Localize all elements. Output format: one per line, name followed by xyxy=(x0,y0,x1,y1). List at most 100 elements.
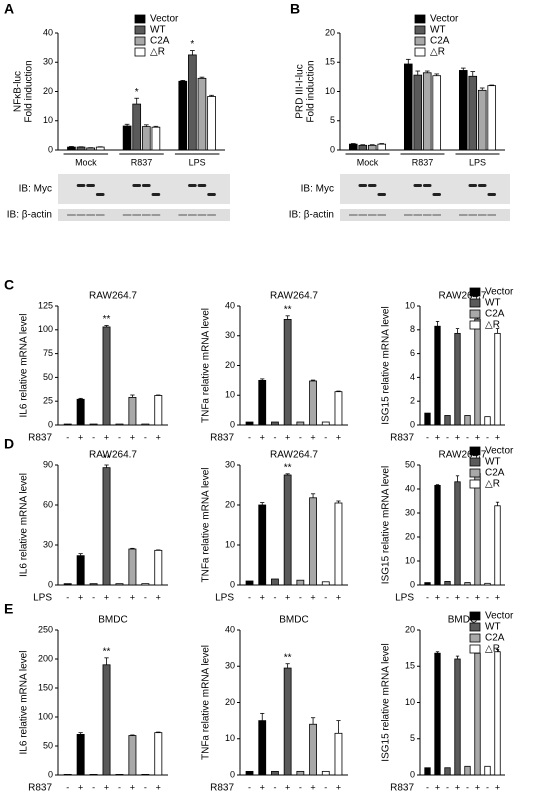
bar xyxy=(197,77,207,151)
bar xyxy=(102,467,111,586)
y-tick-label: 5 xyxy=(330,115,335,125)
bar xyxy=(413,74,423,151)
blot-band xyxy=(95,214,105,216)
x-tick-label: + xyxy=(285,592,290,602)
legend-swatch xyxy=(134,14,146,24)
y-tick-label: 30 xyxy=(405,507,415,517)
bar xyxy=(321,421,330,426)
legend-swatch xyxy=(469,611,481,621)
x-tick-label: + xyxy=(495,782,500,792)
legend-swatch xyxy=(469,633,481,643)
y-axis-label: Fold induction xyxy=(24,60,35,122)
x-tick-label: - xyxy=(273,782,276,792)
x-tick-label: - xyxy=(273,432,276,442)
chart-title: RAW264.7 xyxy=(439,291,487,302)
y-axis-label: ISG15 relative mRNA level xyxy=(381,643,392,761)
annotation: ** xyxy=(284,462,292,473)
bar xyxy=(424,767,431,776)
y-tick-label: 10 xyxy=(405,300,415,310)
bar xyxy=(128,735,137,776)
bar xyxy=(474,472,481,586)
x-tick-label: - xyxy=(118,592,121,602)
blot-band xyxy=(141,184,151,187)
x-tick-label: LPS xyxy=(189,157,206,167)
y-tick-label: 40 xyxy=(405,483,415,493)
x-tick-label: + xyxy=(130,592,135,602)
chart-title: BMDC xyxy=(279,615,308,626)
y-axis-label: TNFa relative mRNA level xyxy=(201,467,212,582)
panel-label: A xyxy=(4,1,14,17)
y-tick-label: 4 xyxy=(410,372,415,382)
legend-swatch xyxy=(469,622,481,632)
bar xyxy=(154,395,163,426)
y-tick-label: 100 xyxy=(38,711,53,721)
condition-label: R837 xyxy=(28,783,52,794)
blot-band xyxy=(477,184,487,187)
bar xyxy=(494,505,501,586)
bar xyxy=(309,497,317,586)
blot-band xyxy=(132,214,142,216)
blot-band xyxy=(487,193,496,196)
legend-label: △R xyxy=(150,47,165,58)
x-tick-label: + xyxy=(336,432,341,442)
bar xyxy=(151,126,161,151)
blot-band xyxy=(349,214,358,216)
y-tick-label: 10 xyxy=(43,115,53,125)
x-tick-label: + xyxy=(435,782,440,792)
legend-swatch xyxy=(469,320,481,330)
blot-band xyxy=(367,214,377,216)
condition-label: R837 xyxy=(390,783,414,794)
bar xyxy=(258,504,267,586)
bar xyxy=(348,143,358,151)
y-tick-label: 10 xyxy=(405,555,415,565)
blot-band xyxy=(95,193,105,196)
x-tick-label: + xyxy=(495,432,500,442)
bar xyxy=(464,765,471,776)
bar xyxy=(258,720,267,776)
bar xyxy=(128,396,137,426)
bar xyxy=(444,767,451,776)
bar xyxy=(334,391,343,426)
chart-title: RAW264.7 xyxy=(439,450,487,461)
bar xyxy=(63,774,72,776)
x-tick-label: + xyxy=(130,782,135,792)
bar xyxy=(309,380,317,426)
panel-label: B xyxy=(290,1,300,17)
bar xyxy=(128,548,137,586)
bar xyxy=(444,415,451,426)
x-tick-label: + xyxy=(78,432,83,442)
x-tick-label: - xyxy=(486,592,489,602)
blot-band xyxy=(377,214,386,216)
legend-label: C2A xyxy=(485,633,505,644)
bar xyxy=(464,582,471,586)
chart-title: RAW264.7 xyxy=(89,450,137,461)
bar xyxy=(296,770,305,776)
annotation: ** xyxy=(284,652,292,663)
bar xyxy=(89,774,98,776)
legend-label: WT xyxy=(485,298,501,309)
annotation: ** xyxy=(103,454,111,465)
y-tick-label: 20 xyxy=(225,697,235,707)
y-tick-label: 20 xyxy=(405,624,415,634)
x-tick-label: - xyxy=(466,592,469,602)
y-tick-label: 30 xyxy=(43,57,53,67)
y-tick-label: 20 xyxy=(43,86,53,96)
bar xyxy=(102,326,111,426)
legend-label: WT xyxy=(150,25,166,36)
x-tick-label: + xyxy=(285,432,290,442)
bar xyxy=(422,72,432,151)
annotation: ** xyxy=(103,646,111,657)
legend-swatch xyxy=(469,309,481,319)
blot-band xyxy=(122,214,132,216)
chart-title: RAW264.7 xyxy=(270,450,318,461)
x-tick-label: - xyxy=(486,432,489,442)
bar xyxy=(424,412,431,426)
bar xyxy=(484,765,491,776)
bar xyxy=(141,583,150,586)
bar xyxy=(245,770,254,776)
y-tick-label: 40 xyxy=(225,300,235,310)
x-tick-label: - xyxy=(466,432,469,442)
bar xyxy=(458,70,468,151)
blot-band xyxy=(76,184,86,187)
